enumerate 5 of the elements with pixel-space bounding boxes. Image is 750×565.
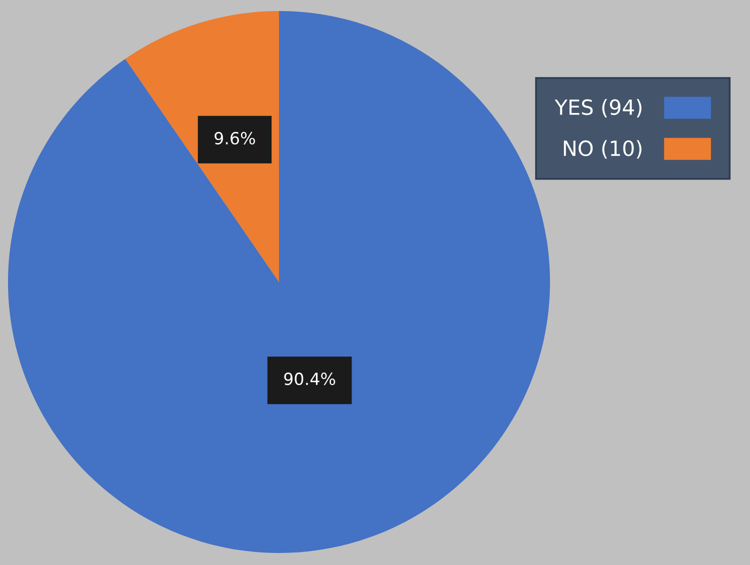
data-label: 9.6% bbox=[214, 132, 255, 145]
legend-label: YES (94) bbox=[554, 98, 642, 118]
legend-label: NO (10) bbox=[564, 140, 642, 159]
pie-slice bbox=[8, 11, 550, 553]
data-label: 90.4% bbox=[284, 372, 336, 386]
